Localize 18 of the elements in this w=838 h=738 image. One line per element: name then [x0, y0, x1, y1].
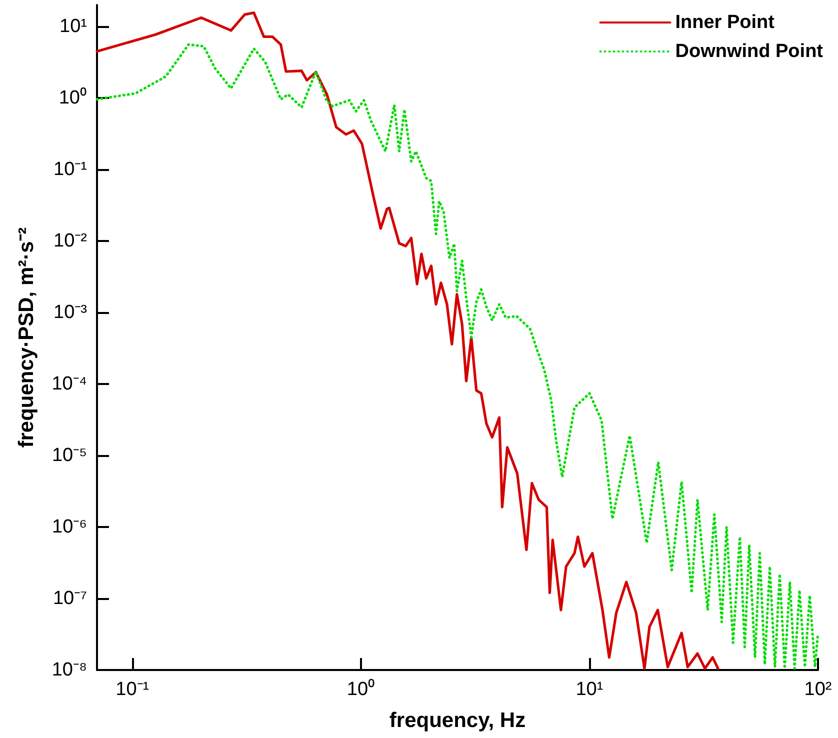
x-axis-title: frequency, Hz [389, 709, 526, 732]
x-tick-label: 10² [804, 679, 832, 700]
legend-label: Downwind Point [675, 41, 824, 62]
x-tick-label: 10⁻¹ [116, 679, 150, 700]
y-tick-label: 10⁰ [58, 86, 87, 109]
y-tick-label: 10⁻³ [54, 302, 87, 324]
y-tick-label: 10⁻⁶ [52, 516, 87, 538]
legend-label: Inner Point [675, 12, 776, 33]
y-tick-label: 10⁻² [54, 230, 87, 252]
y-tick-label: 10¹ [60, 16, 87, 38]
y-tick-label: 10⁻⁸ [52, 660, 87, 680]
x-tick-label: 10¹ [576, 679, 604, 700]
y-tick-label: 10⁻⁷ [52, 588, 88, 610]
y-tick-label: 10⁻⁵ [52, 445, 87, 466]
y-tick-label: 10⁻¹ [54, 159, 87, 180]
y-axis-title: frequency·PSD, m²·s⁻² [15, 227, 38, 448]
x-tick-label: 10⁰ [346, 678, 376, 700]
y-tick-label: 10⁻⁴ [52, 374, 87, 395]
